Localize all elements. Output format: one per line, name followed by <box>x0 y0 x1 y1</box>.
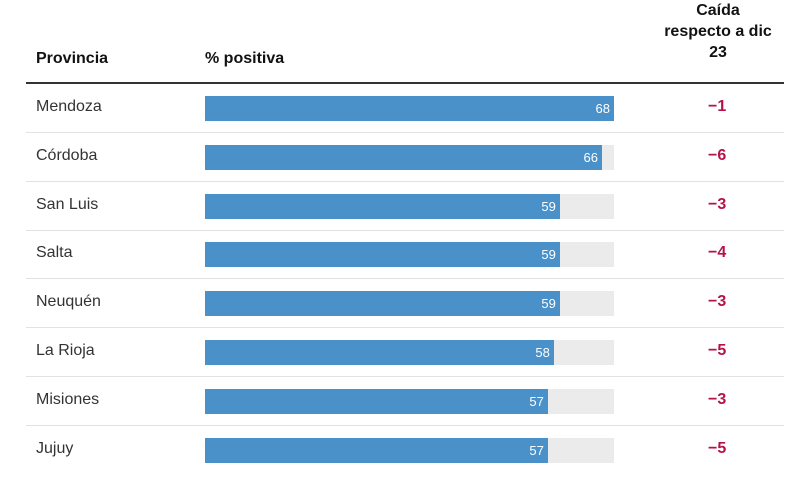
bar <box>205 96 614 121</box>
table-row: Mendoza 68 −1 <box>26 84 784 133</box>
bar-track: 58 <box>205 340 614 365</box>
drop-value: −4 <box>708 244 727 262</box>
drop-value: −6 <box>708 146 727 164</box>
row-divider <box>26 132 784 133</box>
bar <box>205 388 548 414</box>
province-label: Jujuy <box>36 439 74 457</box>
row-divider <box>26 278 784 280</box>
table-row: Córdoba 66 −6 <box>26 133 784 182</box>
table-row: Salta 59 −4 <box>26 230 784 280</box>
bar-value-label: 59 <box>541 296 556 312</box>
province-label: Mendoza <box>36 98 102 115</box>
table-row: La Rioja 58 −5 <box>26 328 784 377</box>
column-header-caida: Caída respecto a dic 23 <box>640 0 790 63</box>
column-header-caida-line-2: respecto a dic <box>664 23 772 40</box>
column-header-caida-line-1: Caída <box>696 2 740 19</box>
table-row: Jujuy 57 −5 <box>26 426 784 475</box>
province-label: San Luis <box>36 195 99 213</box>
table-row: San Luis 59 −3 <box>26 182 784 231</box>
drop-value: −3 <box>708 195 727 213</box>
bar <box>205 340 554 365</box>
bar-value-label: 57 <box>529 442 544 458</box>
bar-track: 68 <box>205 96 614 121</box>
column-header-positiva: % positiva <box>205 50 285 67</box>
drop-value: −3 <box>708 293 727 311</box>
bar-value-label: 58 <box>535 345 550 360</box>
province-label: La Rioja <box>36 342 95 359</box>
column-header-provincia: Provincia <box>36 50 109 67</box>
bar-track: 57 <box>205 437 614 463</box>
bar-value-label: 59 <box>541 198 556 214</box>
bar <box>205 242 560 268</box>
bar-value-label: 66 <box>583 149 598 165</box>
drop-value: −5 <box>708 439 727 457</box>
column-header-caida-line-3: 23 <box>709 44 727 61</box>
bar-track: 57 <box>205 388 614 414</box>
bar <box>205 193 560 219</box>
table-row: Neuquén 59 −3 <box>26 279 784 329</box>
drop-value: −1 <box>708 98 727 115</box>
province-label: Misiones <box>36 390 100 408</box>
drop-value: −3 <box>708 390 727 408</box>
bar <box>205 144 602 170</box>
bar <box>205 437 548 463</box>
bar-track: 66 <box>205 144 614 170</box>
bar <box>205 291 560 317</box>
bar-track: 59 <box>205 193 614 219</box>
bar-track: 59 <box>205 291 614 317</box>
bar-track: 59 <box>205 242 614 268</box>
bar-value-label: 57 <box>529 393 544 409</box>
header-divider <box>26 82 784 84</box>
row-divider <box>26 424 784 426</box>
province-label: Salta <box>36 244 73 262</box>
drop-value: −5 <box>708 342 727 359</box>
table-row: Misiones 57 −3 <box>26 377 784 426</box>
row-divider <box>26 376 784 377</box>
province-label: Neuquén <box>36 293 101 311</box>
row-divider <box>26 180 784 182</box>
row-divider <box>26 327 784 329</box>
bar-value-label: 59 <box>541 247 556 263</box>
province-label: Córdoba <box>36 146 98 164</box>
row-divider <box>26 229 784 231</box>
bar-value-label: 68 <box>595 101 610 116</box>
